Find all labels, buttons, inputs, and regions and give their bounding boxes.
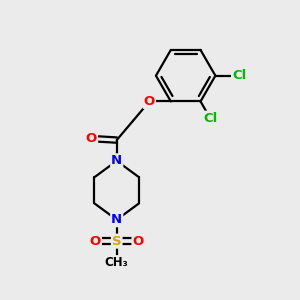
Text: S: S [112, 235, 122, 248]
Text: Cl: Cl [232, 69, 246, 82]
Text: O: O [133, 235, 144, 248]
Text: Cl: Cl [203, 112, 217, 125]
Text: O: O [86, 132, 97, 145]
Text: N: N [111, 213, 122, 226]
Text: CH₃: CH₃ [105, 256, 129, 269]
Text: N: N [111, 154, 122, 167]
Text: O: O [90, 235, 101, 248]
Text: O: O [144, 95, 155, 108]
